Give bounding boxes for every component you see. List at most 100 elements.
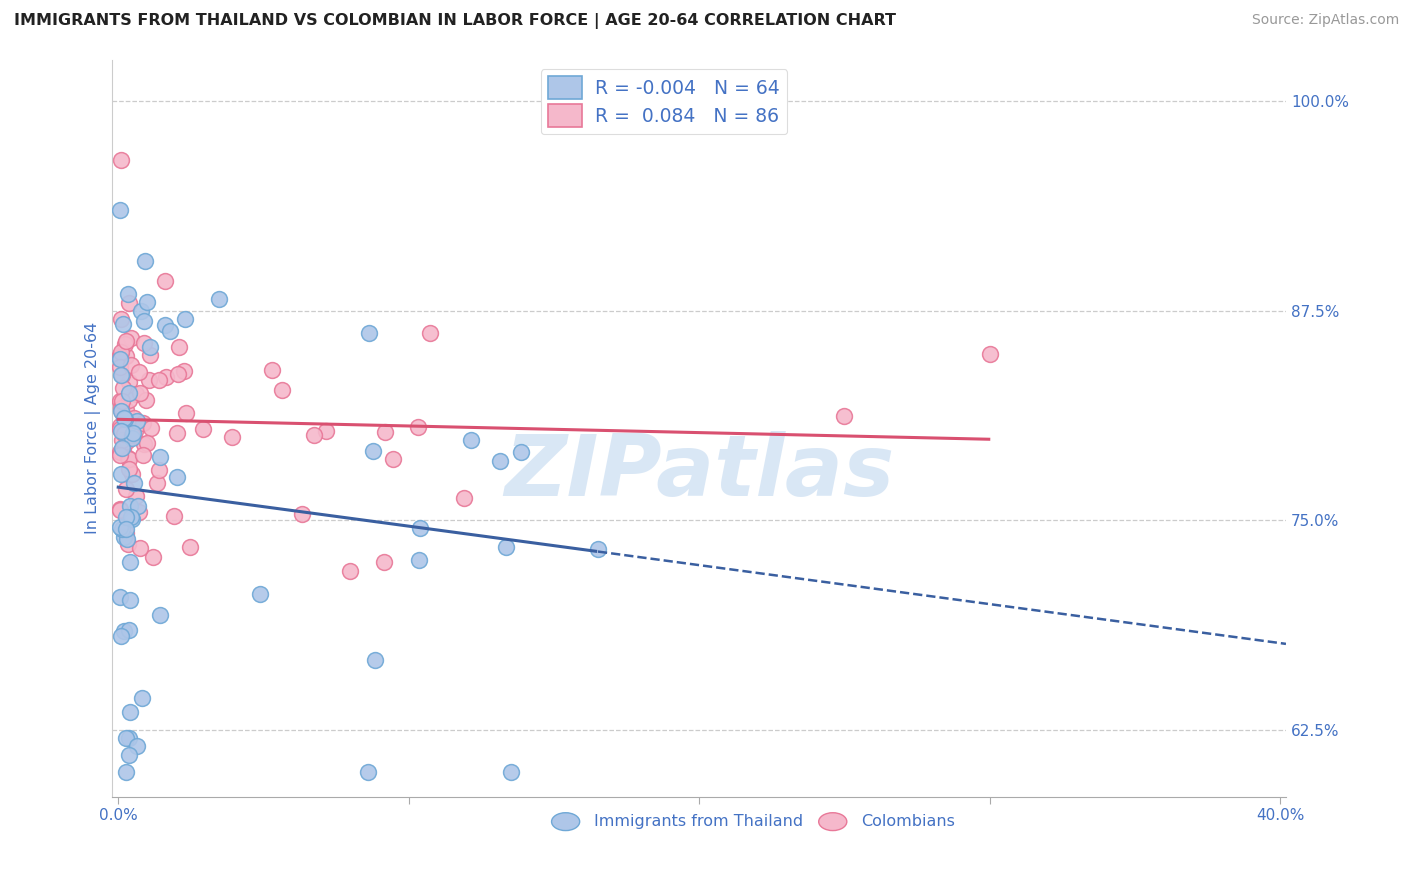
Point [115,764,138,779]
Point [115,334,138,349]
Point [149,607,172,622]
Text: Immigrants from Thailand: Immigrants from Thailand [593,814,803,830]
Point [115,522,138,536]
Point [112,427,135,442]
Point [110,404,132,418]
Point [136,436,159,450]
Point [110,312,132,326]
Point [139,340,162,354]
Point [128,504,150,518]
Point [111,368,134,383]
Point [117,537,139,551]
Point [111,522,134,536]
Point [110,405,132,419]
Point [118,452,141,467]
Point [112,530,135,544]
Point [339,564,361,578]
Point [121,428,143,442]
Point [134,336,156,351]
Point [460,433,482,447]
Point [118,375,141,389]
Point [127,500,149,514]
Point [139,421,162,435]
Point [453,491,475,506]
Point [110,368,132,382]
Point [110,424,132,438]
Point [374,425,396,440]
Point [117,451,139,466]
Point [110,629,132,643]
Point [118,462,141,476]
Point [128,365,150,379]
Point [112,624,135,639]
Point [118,556,141,570]
Point [381,452,404,467]
Point [163,509,186,524]
Point [108,350,131,364]
Point [174,406,197,420]
Point [135,294,157,309]
Point [108,503,131,517]
Legend: R = -0.004   N = 64, R =  0.084   N = 86: R = -0.004 N = 64, R = 0.084 N = 86 [541,69,787,135]
Point [138,373,160,387]
Point [114,525,136,540]
Point [173,312,195,326]
Point [108,501,131,516]
Point [359,326,381,340]
Point [115,510,138,524]
Point [979,347,1001,361]
Point [135,392,157,407]
Point [191,422,214,436]
Point [129,541,152,555]
Text: IMMIGRANTS FROM THAILAND VS COLOMBIAN IN LABOR FORCE | AGE 20-64 CORRELATION CHA: IMMIGRANTS FROM THAILAND VS COLOMBIAN IN… [14,13,896,29]
Point [127,413,149,427]
Point [108,394,131,409]
Point [132,314,155,328]
Point [149,450,172,465]
Point [120,359,142,373]
Point [315,424,337,438]
Point [108,590,131,604]
Point [108,418,131,433]
Point [509,445,531,459]
Point [121,467,143,481]
Point [208,293,231,307]
Point [121,512,143,526]
Point [121,431,143,445]
Point [111,393,134,408]
Point [112,381,135,395]
Point [139,347,162,361]
Point [132,448,155,462]
Point [125,489,148,503]
Point [112,411,135,425]
Point [406,420,429,434]
Point [108,352,131,367]
Point [131,690,153,705]
Point [117,287,139,301]
Point [129,304,152,318]
Point [111,441,134,455]
Point [124,411,146,425]
Point [495,541,517,555]
Point [145,475,167,490]
Text: Colombians: Colombians [860,814,955,830]
Text: ZIPatlas: ZIPatlas [505,431,894,514]
Point [249,586,271,600]
Point [148,463,170,477]
Point [111,433,134,447]
Point [114,483,136,497]
Point [110,153,132,167]
Point [115,532,138,546]
Point [302,428,325,442]
Point [125,739,148,754]
Point [489,454,512,468]
Point [114,403,136,417]
Point [834,409,856,423]
Point [122,425,145,440]
Point [166,367,188,381]
Point [108,445,131,459]
Point [128,386,150,401]
Point [124,387,146,401]
Point [108,448,131,462]
Point [108,348,131,362]
